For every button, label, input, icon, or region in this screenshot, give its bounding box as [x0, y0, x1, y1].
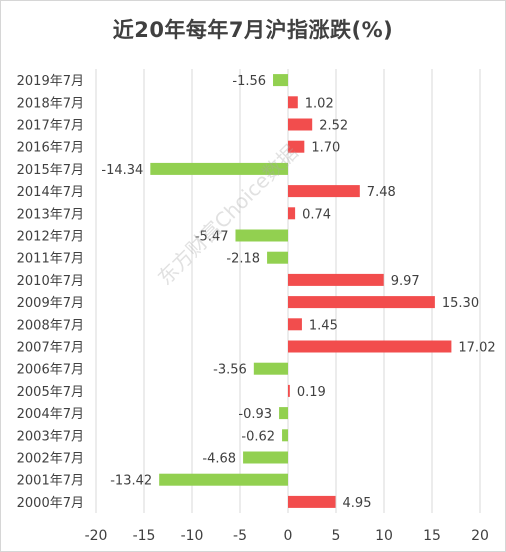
x-tick-label: 5	[332, 528, 341, 544]
x-tick-label: 20	[471, 528, 489, 544]
bar	[235, 229, 288, 242]
data-label: 1.70	[311, 141, 340, 156]
data-label: 15.30	[442, 296, 479, 311]
data-label: 7.48	[367, 185, 396, 200]
x-tick-label: -5	[233, 528, 247, 544]
category-label: 2017年7月	[17, 119, 84, 134]
bar	[288, 340, 452, 353]
bar	[288, 140, 305, 153]
data-label: -13.42	[110, 474, 152, 489]
chart-title: 近20年每年7月沪指涨跌(%)	[112, 18, 394, 42]
category-label: 2012年7月	[17, 230, 84, 245]
category-label: 2019年7月	[17, 74, 84, 89]
category-label: 2011年7月	[17, 252, 84, 267]
data-label: -0.93	[238, 407, 272, 422]
category-label: 2004年7月	[17, 407, 84, 422]
bar	[288, 384, 290, 397]
x-tick-label: 15	[423, 528, 441, 544]
data-label: -2.18	[226, 252, 260, 267]
category-label: 2018年7月	[17, 96, 84, 111]
data-label: -4.68	[202, 452, 236, 467]
category-label: 2007年7月	[17, 341, 84, 356]
category-label: 2013年7月	[17, 207, 84, 222]
bar	[273, 74, 288, 87]
bar	[288, 296, 435, 309]
data-label: 0.74	[302, 207, 331, 222]
data-label: 1.02	[305, 96, 334, 111]
category-label: 2014年7月	[17, 185, 84, 200]
bar	[267, 251, 288, 264]
data-label: 9.97	[391, 274, 420, 289]
bar	[288, 185, 360, 198]
data-label: -0.62	[241, 429, 275, 444]
category-label: 2016年7月	[17, 141, 84, 156]
x-tick-label: 10	[375, 528, 393, 544]
data-label: -1.56	[232, 74, 266, 89]
bar	[288, 273, 384, 286]
bar	[282, 429, 288, 442]
x-tick-label: 0	[284, 528, 293, 544]
data-label: -14.34	[101, 163, 143, 178]
bar	[150, 162, 288, 175]
category-label: 2000年7月	[17, 496, 84, 511]
category-label: 2003年7月	[17, 429, 84, 444]
bar	[288, 495, 336, 508]
data-label: 0.19	[297, 385, 326, 400]
data-label: -5.47	[195, 230, 229, 245]
bar	[288, 207, 296, 220]
bar	[288, 318, 302, 331]
x-tick-label: -20	[85, 528, 108, 544]
x-tick-label: -10	[181, 528, 204, 544]
category-label: 2008年7月	[17, 318, 84, 333]
x-tick-label: -15	[133, 528, 156, 544]
bar	[288, 118, 313, 131]
bar	[243, 451, 288, 464]
data-label: 4.95	[343, 496, 372, 511]
data-label: 2.52	[319, 119, 348, 134]
category-label: 2006年7月	[17, 363, 84, 378]
category-label: 2010年7月	[17, 274, 84, 289]
bar	[253, 362, 288, 375]
category-label: 2005年7月	[17, 385, 84, 400]
bar	[279, 407, 288, 420]
data-label: 1.45	[309, 318, 338, 333]
category-label: 2002年7月	[17, 452, 84, 467]
data-label: 17.02	[458, 341, 495, 356]
data-label: -3.56	[213, 363, 247, 378]
bar	[159, 473, 288, 486]
category-label: 2009年7月	[17, 296, 84, 311]
category-label: 2015年7月	[17, 163, 84, 178]
bar	[288, 96, 298, 109]
category-label: 2001年7月	[17, 474, 84, 489]
